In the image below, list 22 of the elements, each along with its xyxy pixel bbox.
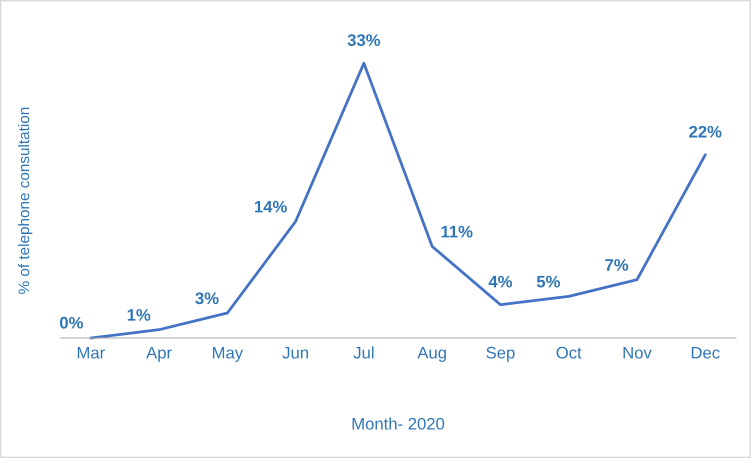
- data-label: 0%: [60, 316, 83, 329]
- x-tick-label: Sep: [486, 346, 515, 362]
- x-tick-label: Nov: [624, 346, 652, 359]
- data-label: 11%: [442, 226, 472, 238]
- x-tick-label: Oct: [556, 346, 582, 359]
- data-label: 14%: [254, 200, 287, 213]
- x-tick-label: Mar: [78, 346, 105, 359]
- data-label: 22%: [689, 126, 722, 138]
- x-tick-label: Apr: [146, 346, 172, 362]
- x-axis-title: Month- 2020: [352, 417, 444, 430]
- data-label: 7%: [605, 259, 628, 271]
- x-tick-label: May: [212, 346, 244, 362]
- x-tick-label: Jun: [282, 346, 308, 359]
- x-tick-label: Aug: [417, 346, 446, 362]
- data-label: 5%: [536, 276, 560, 288]
- data-label: 33%: [348, 34, 380, 46]
- x-tick-label: Dec: [692, 346, 720, 359]
- y-axis-title: % of telephone consultation: [18, 108, 32, 294]
- x-tick-label: Jul: [354, 346, 374, 359]
- data-label: 1%: [128, 309, 150, 321]
- data-label: 4%: [488, 276, 512, 288]
- data-label: 3%: [195, 292, 219, 304]
